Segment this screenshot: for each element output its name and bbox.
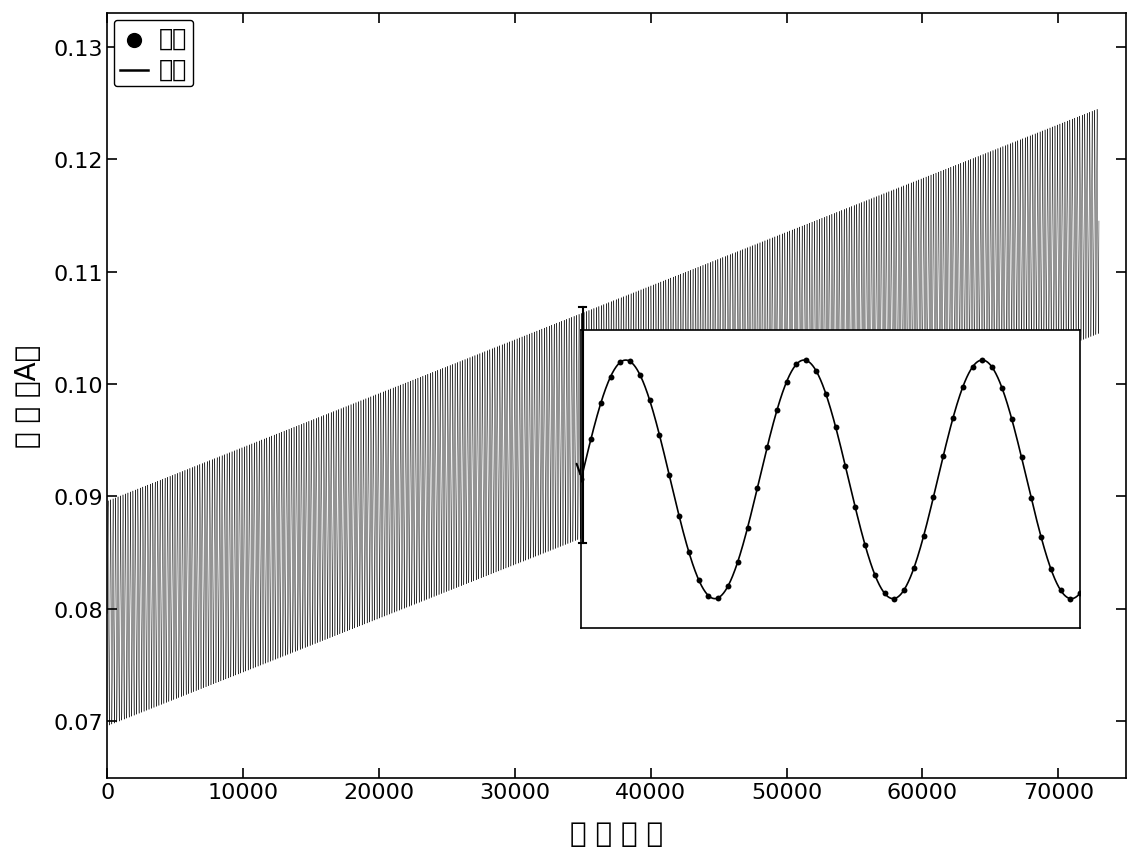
- Legend: 测量, 拟合: 测量, 拟合: [114, 21, 193, 87]
- Y-axis label: 电 流 （A）: 电 流 （A）: [14, 344, 42, 448]
- X-axis label: 相 对 时 间: 相 对 时 间: [570, 819, 663, 847]
